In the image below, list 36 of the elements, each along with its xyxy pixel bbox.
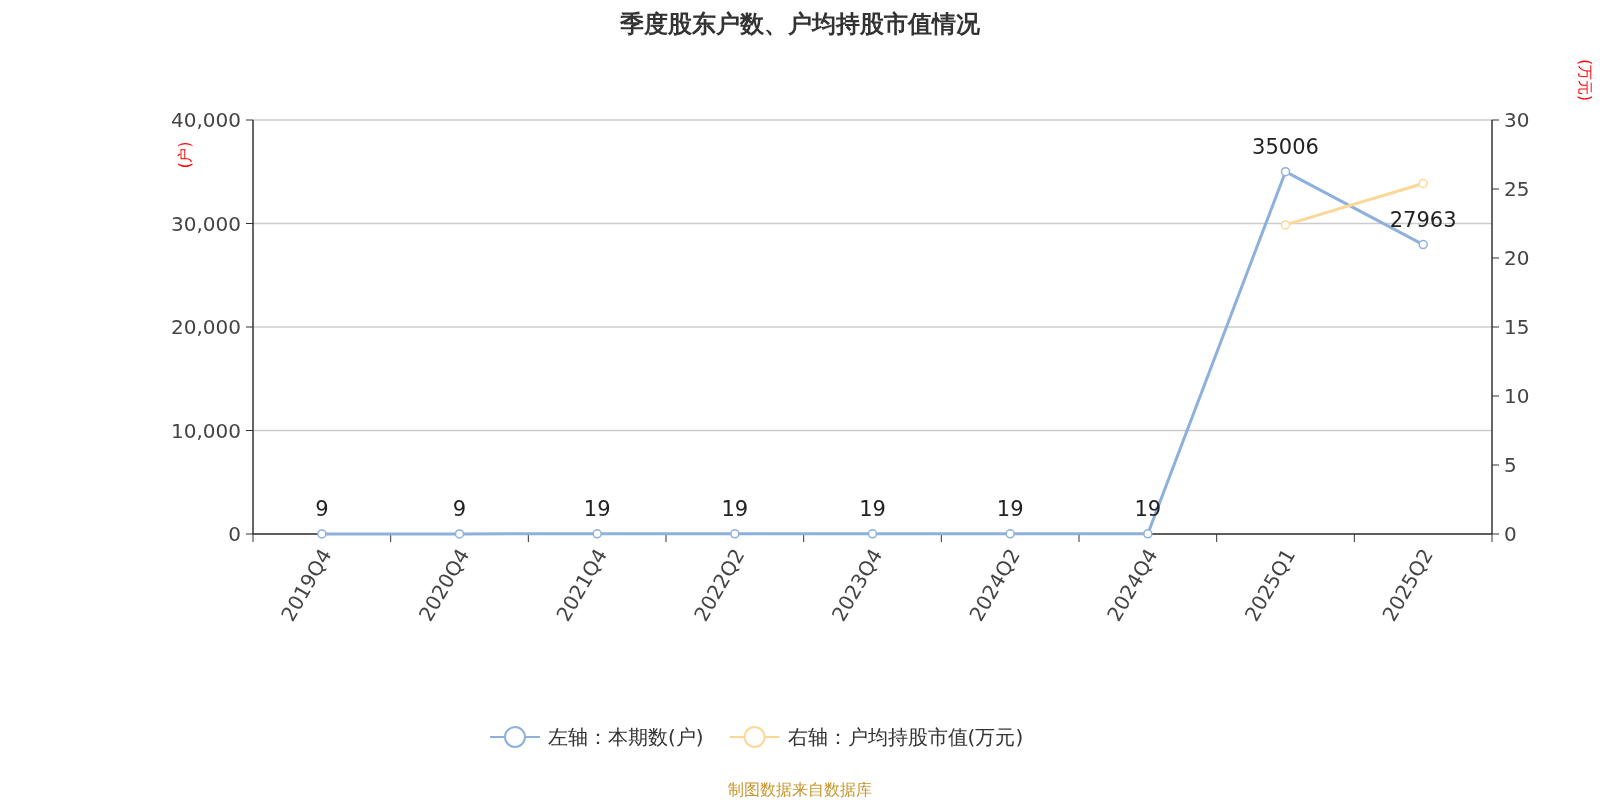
data-label: 19 (859, 496, 886, 521)
y-axis-title: (户) (176, 141, 194, 169)
y2-tick-label: 25 (1504, 177, 1530, 201)
data-label: 19 (1134, 496, 1162, 521)
point (317, 529, 327, 539)
chart-title: 季度股东户数、户均持股市值情况 (619, 10, 981, 38)
y2-tick-label: 5 (1504, 453, 1517, 477)
point (867, 529, 878, 539)
data-label: 9 (315, 496, 329, 521)
y2-tick-label: 0 (1504, 522, 1517, 546)
legend-label: 右轴：户均持股市值(万元) (787, 725, 1024, 749)
y-tick-label: 40,000 (171, 108, 241, 132)
y-tick-label: 10,000 (171, 418, 241, 443)
y-tick-label: 0 (228, 522, 241, 546)
y2-tick-label: 30 (1504, 108, 1530, 132)
point (592, 529, 602, 539)
y-tick-label: 30,000 (171, 211, 241, 236)
y2-tick-label: 15 (1504, 315, 1530, 339)
text: 制图数据来自数据库 (728, 780, 872, 799)
y2-axis-title: (万元) (1576, 59, 1594, 101)
point (1418, 239, 1428, 250)
point (454, 529, 465, 539)
data-label: 19 (996, 496, 1024, 521)
data-label: 9 (452, 496, 467, 521)
point (1005, 529, 1015, 539)
legend-label: 左轴：本期数(户) (548, 725, 704, 749)
point (1280, 166, 1291, 177)
point (730, 529, 740, 539)
data-label: 27963 (1389, 207, 1457, 232)
point (1143, 529, 1153, 539)
data-label: 19 (583, 496, 611, 521)
data-label: 19 (721, 496, 749, 521)
y2-tick-label: 10 (1504, 384, 1530, 408)
y-tick-label: 20,000 (171, 315, 241, 339)
data-label: 35006 (1252, 134, 1319, 159)
y2-tick-label: 20 (1504, 246, 1530, 270)
